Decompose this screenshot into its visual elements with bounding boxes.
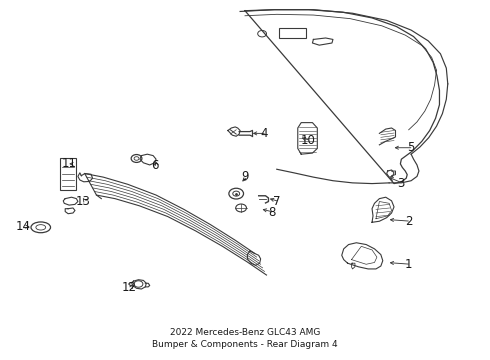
Text: 7: 7	[273, 195, 280, 208]
Text: 13: 13	[75, 195, 90, 208]
Text: 2022 Mercedes-Benz GLC43 AMG
Bumper & Components - Rear Diagram 4: 2022 Mercedes-Benz GLC43 AMG Bumper & Co…	[152, 328, 338, 349]
Ellipse shape	[229, 188, 244, 199]
Text: 11: 11	[62, 157, 76, 170]
Text: 4: 4	[261, 127, 269, 140]
FancyBboxPatch shape	[279, 28, 306, 39]
Ellipse shape	[131, 154, 142, 162]
FancyBboxPatch shape	[60, 158, 76, 190]
Text: 8: 8	[268, 206, 275, 219]
Text: 6: 6	[151, 159, 158, 172]
Text: 3: 3	[398, 177, 405, 190]
Ellipse shape	[31, 222, 50, 233]
Text: 10: 10	[301, 134, 316, 147]
Text: 12: 12	[121, 281, 136, 294]
Text: 9: 9	[241, 170, 249, 183]
Text: 14: 14	[15, 220, 30, 233]
Text: 5: 5	[408, 141, 415, 154]
Text: 2: 2	[405, 215, 413, 228]
Text: 1: 1	[405, 258, 413, 271]
